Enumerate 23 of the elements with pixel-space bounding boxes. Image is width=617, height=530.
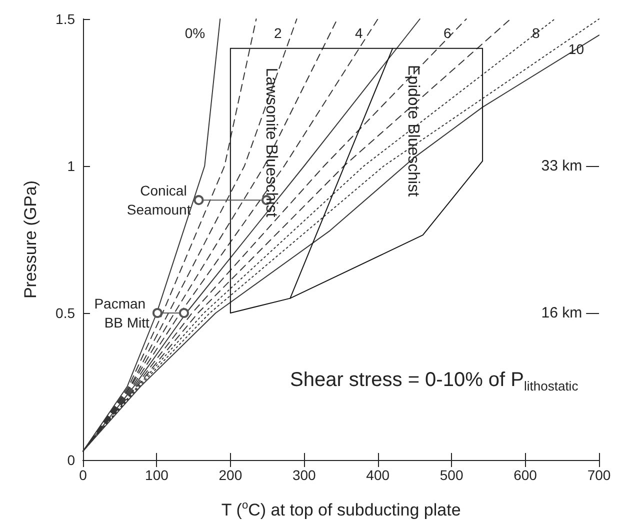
series-label: 4	[355, 25, 364, 41]
annotation: Epidote Blueschist	[404, 64, 422, 198]
x-tick-label: 200	[218, 467, 242, 483]
y-axis-title: Pressure (GPa)	[21, 180, 40, 299]
annotation: Lawsonite Blueschist	[262, 68, 280, 218]
x-tick-label: 0	[79, 467, 88, 483]
x-tick-label: 300	[292, 467, 316, 483]
ref-line-label: 16 km	[541, 304, 582, 322]
y-tick-label: 1.5	[56, 11, 76, 27]
y-tick-label: 1	[67, 158, 76, 174]
annotation: Pacman BB Mitt	[94, 296, 150, 330]
ref-line-label: 33 km	[541, 158, 582, 174]
series-label: 6	[444, 25, 452, 41]
x-tick-label: 700	[587, 467, 611, 483]
y-tick-label: 0	[67, 452, 76, 468]
x-tick-label: 100	[145, 467, 169, 483]
x-tick-label: 600	[514, 467, 538, 483]
x-tick-label: 400	[366, 467, 390, 483]
series-label: 8	[532, 25, 540, 41]
x-tick-label: 500	[440, 467, 464, 483]
series-label: 0%	[184, 25, 206, 41]
series-label: 2	[274, 25, 282, 41]
y-tick-label: 0.5	[56, 305, 76, 321]
